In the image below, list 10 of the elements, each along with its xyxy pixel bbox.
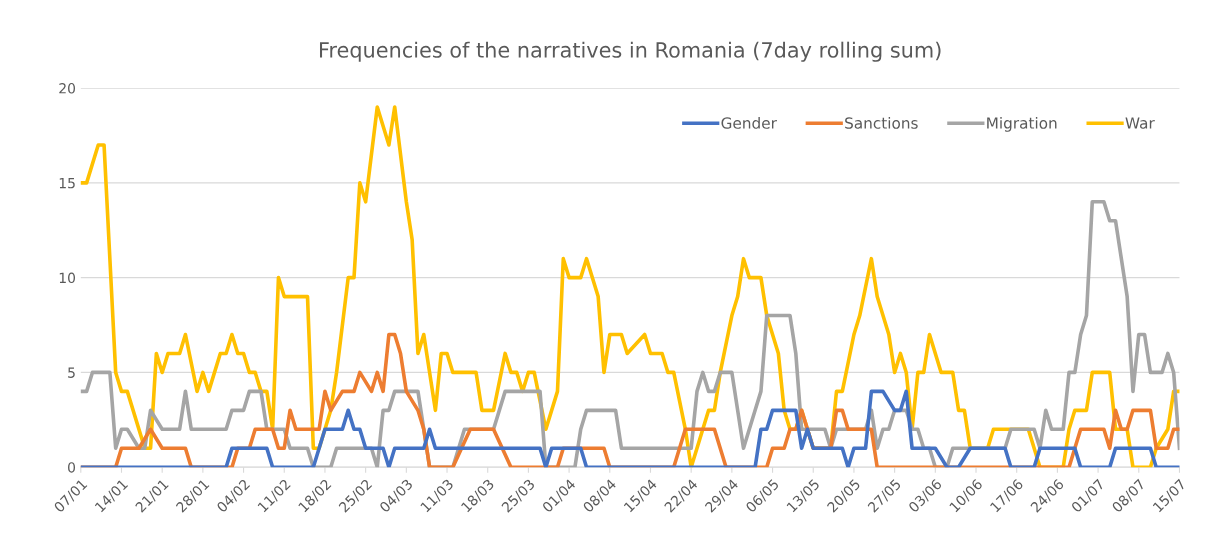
- y-tick-label: 10: [59, 272, 76, 284]
- legend-label: War: [1125, 117, 1155, 129]
- y-tick-label: 0: [68, 462, 76, 473]
- legend-label: Migration: [987, 116, 1057, 132]
- y-tick-label: 20: [59, 83, 76, 94]
- legend-label: Gender: [721, 116, 777, 129]
- y-tick-label: 5: [68, 367, 75, 378]
- y-tick-label: 15: [59, 178, 75, 189]
- chart-title: Frequencies of the narratives in Romania (7day rolling sum): [320, 41, 941, 62]
- legend-label: Sanctions: [845, 116, 918, 129]
